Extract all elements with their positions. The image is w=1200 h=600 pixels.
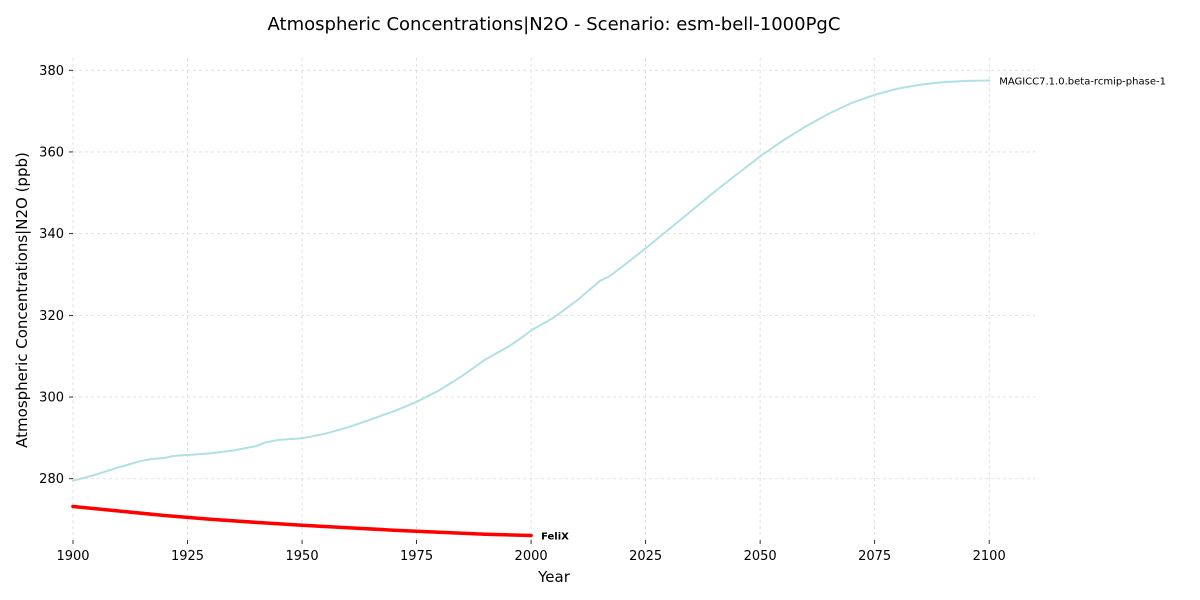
y-tick-label: 340 (39, 227, 64, 242)
y-tick-label: 280 (39, 472, 64, 487)
x-tick-label: 2100 (973, 549, 1006, 564)
x-axis-label: Year (537, 568, 571, 586)
series-label-1: FeliX (541, 532, 569, 543)
x-tick-label: 2000 (515, 549, 548, 564)
y-axis: 280 300 320 340 360 380 (39, 64, 73, 487)
x-tick-label: 2025 (629, 549, 662, 564)
x-tick-label: 2050 (744, 549, 777, 564)
x-tick-label: 2075 (858, 549, 891, 564)
grid-lines (72, 58, 1035, 540)
series-line-0 (72, 79, 991, 482)
x-axis: 1900 1925 1950 1975 2000 2025 2050 2075 2100 (56, 540, 1006, 564)
y-tick-label: 300 (39, 391, 64, 406)
x-tick-label: 1900 (56, 549, 89, 564)
series-layer: MAGICC7.1.0.beta-rcmip-phase-1 FeliX (71, 76, 1166, 543)
y-tick-label: 320 (39, 309, 64, 324)
series-label-0: MAGICC7.1.0.beta-rcmip-phase-1 (999, 76, 1166, 87)
x-tick-label: 1925 (171, 549, 204, 564)
y-tick-label: 380 (39, 64, 64, 79)
chart-title: Atmospheric Concentrations|N2O - Scenari… (268, 14, 841, 35)
x-tick-label: 1975 (400, 549, 433, 564)
y-axis-label: Atmospheric Concentrations|N2O (ppb) (13, 152, 31, 448)
x-tick-label: 1950 (286, 549, 319, 564)
y-tick-label: 360 (39, 145, 64, 160)
series-line-1 (71, 504, 533, 538)
